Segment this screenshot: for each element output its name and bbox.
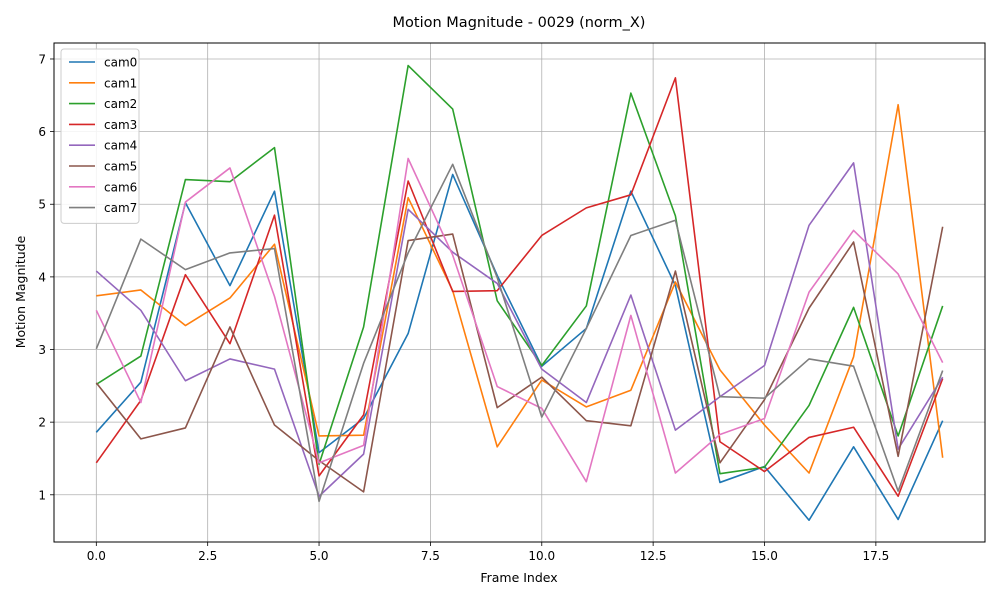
legend-label-cam1: cam1 (104, 76, 137, 90)
legend-label-cam6: cam6 (104, 180, 137, 194)
chart-title: Motion Magnitude - 0029 (norm_X) (393, 15, 646, 31)
series-line-cam2 (95, 64, 944, 475)
x-tick-label: 12.5 (640, 549, 667, 563)
y-axis-label: Motion Magnitude (13, 235, 28, 348)
axis-ticks: 0.0 2.5 5.0 7.5 10.0 12.5 15.0 17.5 1 2 3 4 5 6 7 (38, 52, 889, 563)
series-line-cam6 (95, 157, 944, 483)
series-line-cam0 (95, 173, 944, 522)
plot-frame (53, 42, 986, 543)
legend-label-cam5: cam5 (104, 160, 137, 174)
x-tick-label: 7.5 (421, 549, 440, 563)
legend-label-cam2: cam2 (104, 97, 137, 111)
x-tick-label: 15.0 (751, 549, 778, 563)
legend-box (60, 48, 140, 224)
y-tick-label: 5 (38, 198, 46, 212)
x-tick-label: 17.5 (863, 549, 890, 563)
x-axis-label: Frame Index (480, 570, 557, 585)
y-tick-label: 2 (38, 416, 46, 430)
x-tick-label: 2.5 (198, 549, 217, 563)
series-line-cam1 (96, 103, 944, 474)
x-tick-label: 5.0 (309, 549, 328, 563)
legend-label-cam3: cam3 (104, 118, 137, 132)
grid-lines (54, 43, 985, 542)
y-tick-label: 7 (38, 52, 46, 66)
series-lines (95, 64, 944, 522)
legend: cam0 cam1 cam2 cam3 cam4 cam5 cam6 cam7 (60, 48, 140, 224)
x-tick-label: 0.0 (87, 549, 106, 563)
y-tick-label: 3 (38, 343, 46, 357)
series-line-cam5 (95, 226, 944, 493)
y-tick-label: 1 (38, 488, 46, 502)
x-tick-label: 10.0 (528, 549, 555, 563)
series-line-cam3 (95, 77, 944, 498)
legend-label-cam7: cam7 (104, 201, 137, 215)
series-line-cam7 (95, 163, 944, 503)
series-line-cam4 (95, 162, 944, 498)
y-tick-label: 4 (38, 270, 46, 284)
legend-label-cam4: cam4 (104, 139, 137, 153)
legend-label-cam0: cam0 (104, 56, 137, 70)
y-tick-label: 6 (38, 125, 46, 139)
